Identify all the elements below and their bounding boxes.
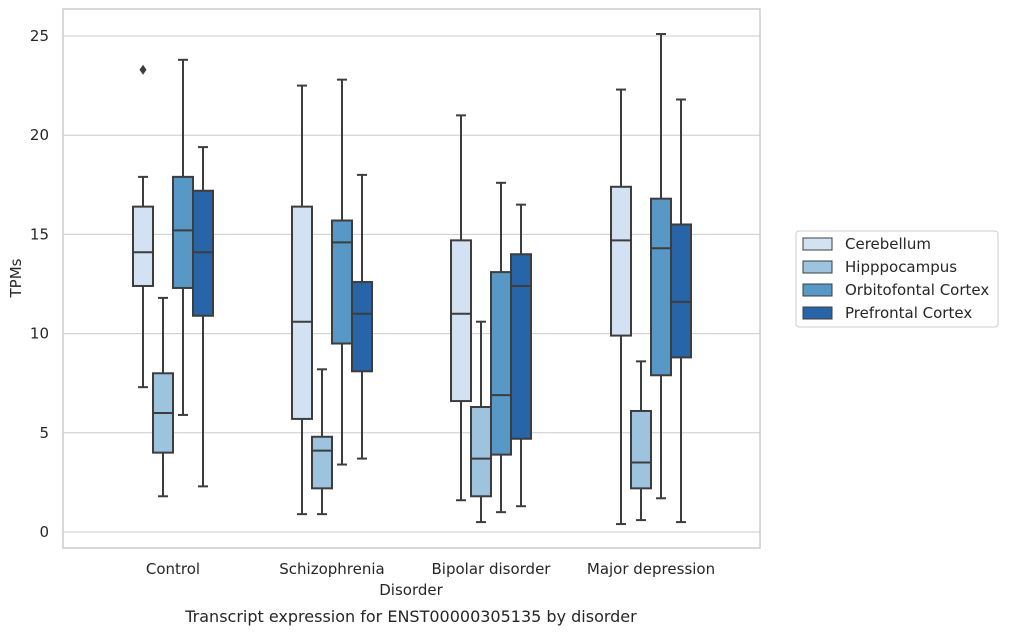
legend-frame (795, 230, 999, 328)
box-body (291, 205, 313, 420)
box-body (172, 175, 194, 289)
box (132, 64, 154, 389)
chart-caption: Transcript expression for ENST0000030513… (184, 607, 637, 626)
box-body (490, 271, 512, 456)
box (650, 33, 672, 500)
box (152, 296, 174, 498)
y-tick-label: 15 (30, 225, 49, 243)
box (610, 88, 632, 526)
y-tick-label: 0 (39, 523, 49, 541)
box (670, 98, 692, 524)
box (630, 360, 652, 522)
x-tick-labels: Control Schizophrenia Bipolar disorder Majo… (146, 560, 715, 578)
legend-label: Orbitofontal Cortex (845, 281, 989, 299)
box-body (470, 406, 492, 498)
legend-swatch (802, 306, 833, 320)
x-tick-label: Control (146, 560, 200, 578)
legend-label: Cerebellum (845, 235, 931, 253)
x-axis-title: Disorder (379, 581, 443, 599)
y-tick-labels: 0 5 10 15 20 25 (30, 27, 49, 541)
box-body (311, 435, 333, 490)
y-tick-label: 25 (30, 27, 49, 45)
legend-label: Prefrontal Cortex (845, 304, 972, 322)
plot-frame (62, 8, 761, 549)
y-tick-label: 5 (39, 424, 49, 442)
box-body (650, 197, 672, 377)
box-body (630, 409, 652, 490)
legend-swatch (802, 237, 833, 251)
legend-swatch (802, 283, 833, 297)
box-body (331, 219, 353, 345)
box-body (450, 239, 472, 403)
x-tick-label: Schizophrenia (279, 560, 384, 578)
box-body (351, 281, 373, 373)
x-tick-label: Major depression (587, 560, 715, 578)
x-tick-label: Bipolar disorder (432, 560, 552, 578)
box (192, 146, 214, 488)
legend-swatch (802, 260, 833, 274)
box (351, 173, 373, 460)
box (510, 203, 532, 508)
box (311, 368, 333, 516)
box-body (610, 185, 632, 337)
boxes (132, 33, 692, 526)
box-body (670, 223, 692, 359)
box-body (132, 205, 154, 287)
box (450, 114, 472, 502)
legend-label: Hipppocampus (845, 258, 957, 276)
box-body (510, 253, 532, 440)
legend-entries: Cerebellum Hipppocampus Orbitofontal Corte… (802, 235, 989, 322)
y-tick-label: 20 (30, 126, 49, 144)
y-axis-title: TPMs (7, 258, 25, 298)
box (291, 84, 313, 516)
box (470, 320, 492, 524)
y-tick-label: 10 (30, 325, 49, 343)
legend: Cerebellum Hipppocampus Orbitofontal Corte… (795, 230, 999, 328)
outlier-point (139, 64, 147, 75)
